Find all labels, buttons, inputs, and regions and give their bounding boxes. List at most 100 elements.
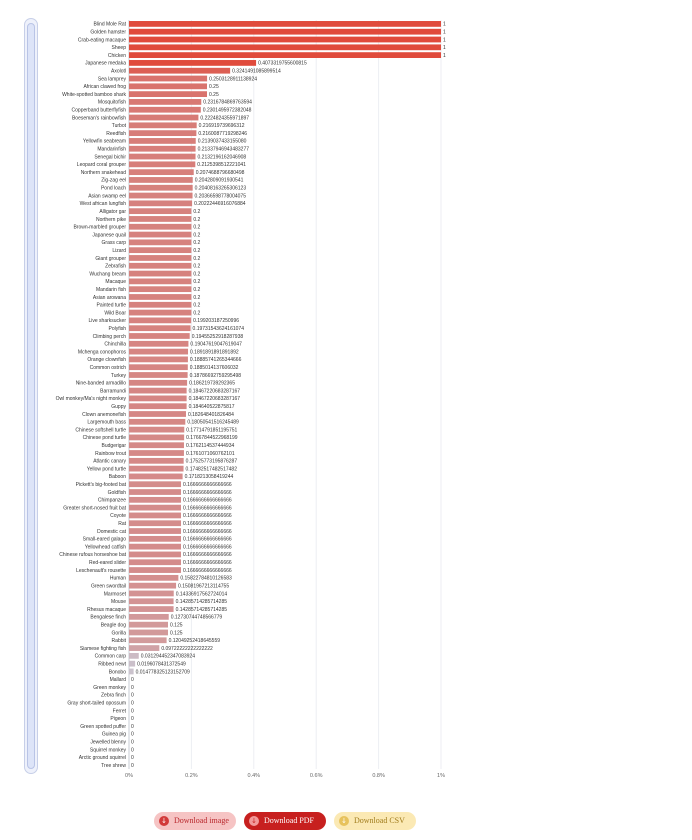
- bar: [129, 434, 185, 441]
- bar-value-label: 0.2: [193, 209, 200, 215]
- bar-value-label: 0.031294452347083924: [141, 654, 195, 660]
- category-label: Turbot: [112, 123, 127, 129]
- category-label: Ribbed newt: [98, 661, 126, 667]
- bar-value-label: 0.1666666666666666: [183, 521, 232, 527]
- scrollbar-thumb[interactable]: [27, 23, 35, 769]
- category-label: Goldfish: [108, 490, 127, 496]
- x-tick-label: 0.6%: [310, 773, 323, 779]
- bar: [129, 465, 184, 472]
- bar-value-label: 0.1666666666666666: [183, 544, 232, 550]
- category-label: Bonobo: [109, 669, 126, 675]
- bar: [129, 216, 192, 222]
- bar: [129, 161, 196, 168]
- bar-value-label: 0.2: [193, 217, 200, 223]
- category-label: Sheep: [112, 45, 127, 51]
- bar-value-label: 0.12730744748566779: [171, 615, 223, 621]
- bar-value-label: 0.2139037433155080: [198, 139, 247, 145]
- bar-value-label: 0.19047619047619047: [190, 342, 242, 348]
- bar-value-label: 0: [131, 700, 134, 706]
- category-label: Sea lamprey: [98, 76, 127, 82]
- bar: [129, 286, 192, 293]
- category-label: Marmoset: [104, 591, 127, 597]
- bar: [129, 317, 192, 324]
- category-label: Mandarin fish: [96, 287, 126, 293]
- bar: [129, 606, 174, 612]
- bar: [129, 372, 188, 378]
- bar: [129, 247, 192, 254]
- bar: [129, 91, 207, 98]
- download-csv-button[interactable]: ↓ Download CSV: [334, 812, 416, 830]
- bar: [129, 99, 202, 105]
- bar: [129, 130, 197, 137]
- download-image-icon: ↓: [159, 816, 169, 826]
- bar-value-label: 0.14336917562724014: [176, 591, 228, 597]
- bar: [129, 333, 190, 339]
- bar: [129, 504, 181, 511]
- bar: [129, 426, 185, 433]
- bar-value-label: 0.216919739696312: [199, 123, 245, 129]
- category-label: Blind Mole Rat: [93, 22, 126, 28]
- category-label: Coyote: [110, 513, 126, 519]
- bar: [129, 668, 134, 675]
- bar: [129, 629, 168, 636]
- bar: [129, 411, 186, 417]
- category-label: Baboon: [109, 474, 126, 480]
- bar: [129, 567, 181, 573]
- bar-value-label: 0.4073319755600815: [258, 61, 307, 67]
- bar-value-label: 0.14285714285714285: [176, 599, 228, 605]
- bar: [129, 83, 207, 90]
- category-label: Chinchilla: [104, 342, 126, 348]
- bar: [129, 356, 188, 363]
- bar-value-label: 0.1762114537444934: [186, 443, 235, 449]
- bar: [129, 231, 192, 238]
- bar-value-label: 0.2: [193, 264, 200, 270]
- category-label: Wuchang bream: [89, 271, 126, 277]
- bar-value-label: 0.2: [193, 295, 200, 301]
- bar-value-label: 1: [443, 53, 446, 59]
- bar-value-label: 0.2: [193, 232, 200, 238]
- chart-scrollbar[interactable]: [24, 18, 38, 774]
- bar-value-label: 0.2: [193, 310, 200, 316]
- category-label: Green spotted puffer: [80, 724, 126, 730]
- bar-value-label: 0.2074688796680498: [196, 170, 245, 176]
- category-label: Asian swamp eel: [88, 193, 126, 199]
- bar-value-label: 0.1666666666666666: [183, 513, 232, 519]
- bar-chart: 0% 0.2% 0.4% 0.6% 0.8% 1% Blind Mole Rat 1 Golde…: [56, 20, 446, 779]
- bar: [129, 106, 201, 113]
- bar-value-label: 0.18885741265344666: [190, 357, 242, 363]
- bar: [129, 239, 192, 246]
- bar: [129, 481, 181, 488]
- bar: [129, 395, 187, 402]
- bar-value-label: 0.19731543624161074: [193, 326, 245, 332]
- bar-value-label: 0.182648401826484: [188, 412, 234, 418]
- bar: [129, 457, 184, 464]
- bar: [129, 28, 441, 35]
- bar: [129, 348, 189, 355]
- bar-value-label: 0.2: [193, 256, 200, 262]
- category-label: Mosquitofish: [98, 100, 126, 106]
- category-label: Senegal bichir: [94, 154, 126, 160]
- download-pdf-label: Download PDF: [264, 816, 315, 825]
- bar-value-label: 0.2125398512221041: [197, 162, 246, 168]
- bar-value-label: 0.25: [209, 92, 219, 98]
- download-image-button[interactable]: ↓ Download image: [154, 812, 236, 830]
- bar: [129, 184, 193, 191]
- bar-value-label: 0: [131, 732, 134, 738]
- category-label: Grass carp: [102, 240, 127, 246]
- download-pdf-button[interactable]: ↓ Download PDF: [244, 812, 326, 830]
- bar: [129, 512, 181, 519]
- bar: [129, 598, 174, 605]
- bar-value-label: 0: [131, 747, 134, 753]
- bar-value-label: 0.1666666666666666: [183, 482, 232, 488]
- category-label: Yellowfin seabream: [83, 139, 126, 145]
- bar: [129, 309, 192, 316]
- bar: [129, 340, 189, 347]
- bar: [129, 75, 208, 82]
- bar-value-label: 0.125: [170, 630, 183, 636]
- bar: [129, 36, 441, 43]
- bar: [129, 270, 192, 277]
- bar-value-label: 0.3241491085899514: [232, 69, 281, 75]
- category-label: West african lungfish: [80, 201, 127, 207]
- bar-value-label: 0.1885014137606032: [190, 365, 239, 371]
- bar: [129, 418, 186, 425]
